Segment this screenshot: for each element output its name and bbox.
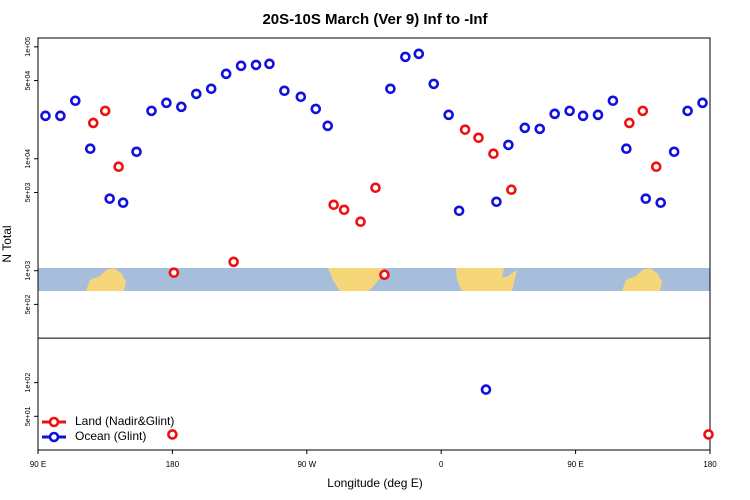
land-shape — [622, 268, 662, 291]
point — [190, 88, 202, 100]
point — [117, 197, 129, 209]
point — [104, 193, 115, 204]
point — [413, 48, 425, 60]
point — [146, 105, 157, 117]
y-tick-label: 1e+04 — [25, 149, 32, 169]
y-tick-label: 1e+05 — [25, 37, 32, 57]
point — [519, 122, 531, 134]
y-tick-label: 1e+03 — [25, 261, 32, 281]
point — [621, 143, 632, 155]
point — [370, 182, 381, 194]
point — [655, 197, 667, 209]
point — [161, 97, 172, 109]
legend-marker — [48, 431, 60, 443]
y-tick-label: 5e+02 — [25, 294, 32, 314]
map-band — [38, 268, 710, 291]
point — [295, 91, 307, 103]
land-shape — [328, 268, 383, 291]
point — [338, 204, 350, 216]
point — [480, 384, 492, 395]
point — [131, 146, 142, 158]
y-tick-label: 5e+03 — [25, 183, 32, 203]
y-tick-label: 5e+01 — [25, 406, 32, 426]
point — [491, 196, 502, 208]
point — [220, 68, 232, 80]
point — [650, 161, 662, 173]
x-tick-label: 0 — [439, 460, 444, 469]
point — [640, 193, 652, 204]
point — [70, 95, 81, 107]
point — [592, 109, 604, 121]
point — [176, 101, 187, 113]
point — [235, 60, 247, 72]
point — [577, 110, 589, 122]
point — [473, 132, 484, 144]
point — [250, 59, 262, 71]
point — [168, 267, 180, 278]
point — [99, 105, 111, 117]
x-tick-label: 90 E — [567, 460, 583, 469]
legend-marker — [48, 416, 60, 428]
point — [322, 120, 334, 132]
x-axis-label: Longitude (deg E) — [327, 476, 422, 490]
point — [385, 83, 396, 95]
point — [379, 269, 390, 281]
point — [488, 148, 499, 160]
point — [637, 105, 649, 117]
point — [624, 117, 635, 129]
y-axis-label: N Total — [0, 225, 14, 262]
point — [564, 105, 575, 117]
point — [310, 103, 322, 115]
point — [534, 123, 546, 135]
plot-frame — [37, 37, 711, 451]
x-tick-label: 90 E — [30, 460, 46, 469]
point — [167, 429, 178, 440]
chart-title: 20S-10S March (Ver 9) Inf to -Inf — [262, 11, 488, 28]
point — [443, 109, 454, 121]
point — [205, 83, 217, 95]
x-tick-label: 180 — [166, 460, 180, 469]
point — [55, 110, 66, 122]
point — [607, 95, 619, 107]
legend-label: Ocean (Glint) — [75, 429, 146, 443]
point — [668, 146, 680, 158]
point — [113, 161, 124, 173]
land-shape — [456, 268, 517, 291]
point — [506, 184, 517, 196]
point — [549, 108, 560, 120]
point — [703, 429, 714, 440]
x-tick-label: 90 W — [297, 460, 316, 469]
point — [279, 85, 290, 97]
point — [328, 199, 339, 211]
point — [355, 216, 366, 228]
y-tick-label: 1e+02 — [25, 373, 32, 393]
point — [87, 117, 99, 129]
land-shape — [86, 268, 126, 291]
point — [40, 110, 51, 122]
legend-label: Land (Nadir&Glint) — [75, 414, 174, 428]
point — [682, 105, 693, 117]
point — [228, 256, 239, 268]
point — [503, 139, 514, 151]
x-tick-label: 180 — [703, 460, 717, 469]
point — [453, 205, 465, 217]
point — [400, 51, 411, 63]
point — [459, 124, 471, 135]
point — [428, 78, 440, 90]
point — [264, 58, 275, 70]
y-tick-label: 5e+04 — [25, 71, 32, 91]
point — [697, 97, 708, 109]
point — [84, 143, 96, 155]
